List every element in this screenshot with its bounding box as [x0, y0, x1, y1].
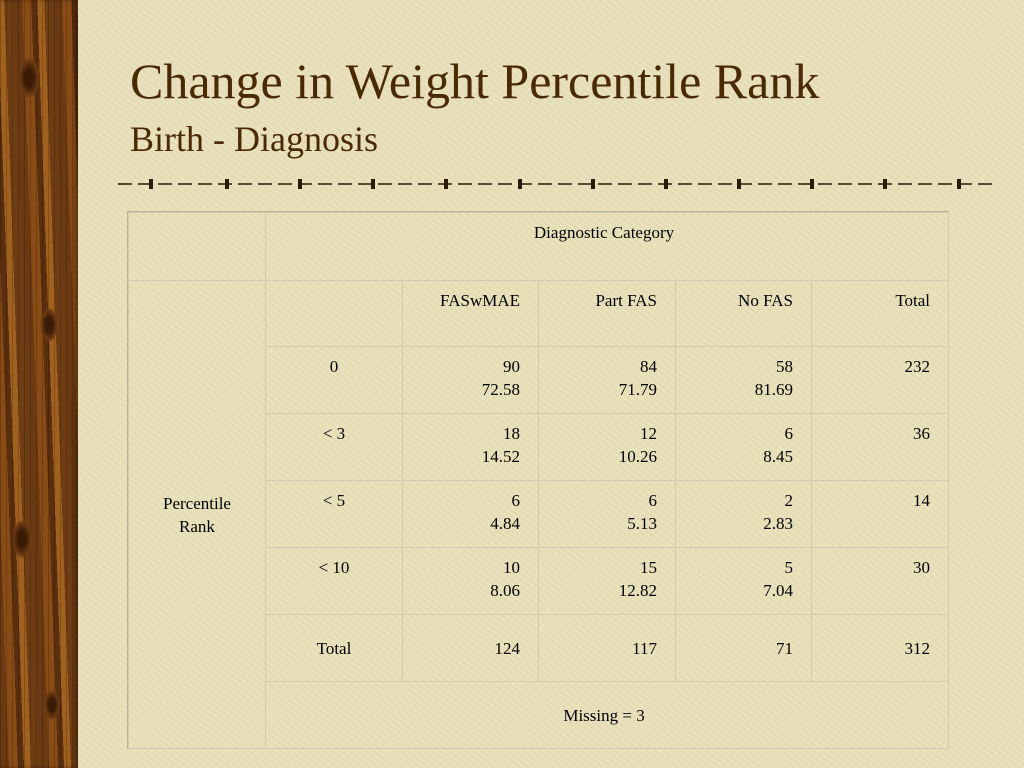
table-row: < 10 10 8.06 15 12.82 5 7.04 30 [129, 547, 950, 615]
row-label: < 10 [265, 547, 403, 615]
table-cell: 18 14.52 [402, 413, 539, 481]
row-label: Total [265, 614, 403, 682]
crosstab-table: Diagnostic Category Percentile Rank FASwM… [128, 212, 950, 749]
table-cell: 36 [810, 413, 950, 481]
table-cell: 6 8.45 [675, 413, 812, 481]
wood-border-decoration [0, 0, 78, 768]
row-group-label: Percentile Rank [128, 280, 266, 749]
table-cell: 15 12.82 [538, 547, 676, 615]
crosstab-table-container: Diagnostic Category Percentile Rank FASwM… [127, 211, 950, 749]
table-row: < 5 6 4.84 6 5.13 2 2.83 14 [129, 480, 950, 548]
header-group-label: Diagnostic Category [264, 212, 950, 281]
slide-subtitle: Birth - Diagnosis [130, 119, 378, 159]
table-corner-cell [128, 212, 266, 281]
column-header: Total [810, 280, 950, 347]
table-footer-note: Missing = 3 [264, 681, 950, 749]
table-row: < 3 18 14.52 12 10.26 6 8.45 36 [129, 413, 950, 481]
table-cell: 6 5.13 [538, 480, 676, 548]
table-cell: 124 [402, 614, 539, 682]
slide-title: Change in Weight Percentile Rank [130, 53, 820, 109]
table-cell: 312 [810, 614, 950, 682]
total-row: Total 124 117 71 312 [129, 614, 950, 682]
table-cell: 12 10.26 [538, 413, 676, 481]
column-header: FASwMAE [402, 280, 539, 347]
table-cell: 2 2.83 [675, 480, 812, 548]
table-cell: 5 7.04 [675, 547, 812, 615]
table-cell: 117 [538, 614, 676, 682]
table-cell: 90 72.58 [402, 346, 539, 414]
decorative-divider [118, 179, 994, 189]
column-header-blank [265, 280, 403, 347]
row-label: < 3 [265, 413, 403, 481]
column-header: Part FAS [538, 280, 676, 347]
row-label: 0 [265, 346, 403, 414]
table-cell: 71 [675, 614, 812, 682]
table-cell: 232 [810, 346, 950, 414]
table-cell: 58 81.69 [675, 346, 812, 414]
table-cell: 14 [810, 480, 950, 548]
table-cell: 84 71.79 [538, 346, 676, 414]
row-label: < 5 [265, 480, 403, 548]
table-cell: 10 8.06 [402, 547, 539, 615]
table-cell: 6 4.84 [402, 480, 539, 548]
column-header: No FAS [675, 280, 812, 347]
table-cell: 30 [810, 547, 950, 615]
